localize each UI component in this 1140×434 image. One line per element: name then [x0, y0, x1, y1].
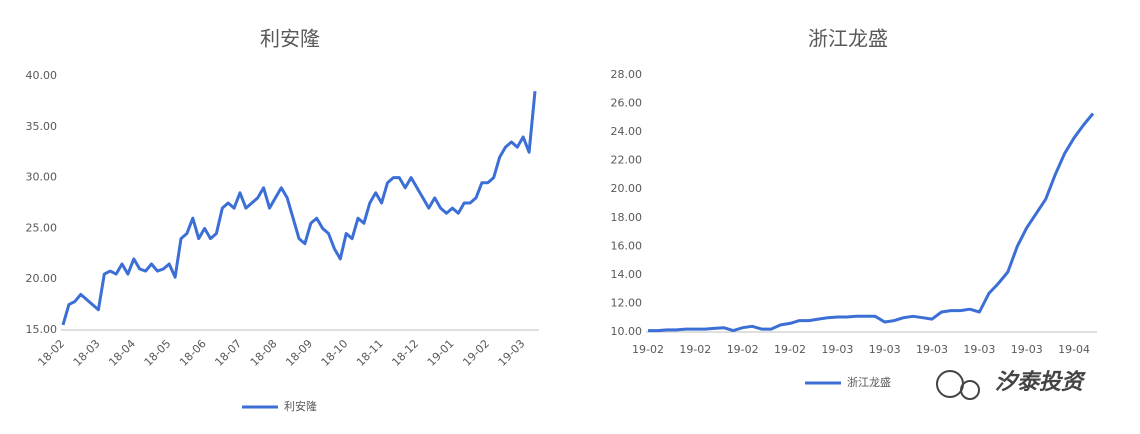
chart-title: 利安隆: [260, 27, 320, 51]
x-tick-label: 19-02: [774, 343, 806, 356]
x-tick-label: 19-02: [632, 343, 664, 356]
x-tick-label: 18-12: [389, 337, 421, 369]
y-tick-label: 24.00: [611, 125, 643, 138]
x-tick-label: 18-08: [248, 337, 280, 369]
y-tick-label: 28.00: [611, 68, 643, 81]
x-tick-label: 18-05: [142, 337, 174, 369]
chart-title: 浙江龙盛: [808, 27, 888, 51]
x-tick-label: 18-07: [212, 337, 244, 369]
x-tick-label: 19-04: [1058, 343, 1090, 356]
x-tick-label: 19-02: [679, 343, 711, 356]
y-tick-label: 30.00: [26, 171, 58, 184]
y-tick-label: 10.00: [611, 325, 643, 338]
y-tick-label: 15.00: [26, 323, 58, 336]
data-line: [61, 91, 537, 326]
y-tick-label: 26.00: [611, 97, 643, 110]
x-tick-label: 18-10: [319, 337, 351, 369]
x-tick-label: 18-02: [35, 337, 67, 369]
y-tick-label: 20.00: [26, 272, 58, 285]
x-tick-label: 18-11: [354, 337, 386, 369]
y-tick-label: 22.00: [611, 154, 643, 167]
x-tick-label: 19-03: [821, 343, 853, 356]
y-tick-label: 35.00: [26, 120, 58, 133]
x-tick-label: 19-02: [727, 343, 759, 356]
y-tick-label: 25.00: [26, 221, 58, 234]
legend-label: 利安隆: [284, 399, 317, 413]
legend-label: 浙江龙盛: [847, 375, 891, 389]
x-tick-label: 18-06: [177, 337, 209, 369]
watermark-icon: [936, 370, 980, 400]
y-tick-label: 18.00: [611, 211, 643, 224]
y-tick-label: 20.00: [611, 182, 643, 195]
x-tick-label: 18-03: [71, 337, 103, 369]
x-tick-label: 19-03: [916, 343, 948, 356]
x-tick-label: 19-01: [425, 337, 457, 369]
x-tick-label: 19-03: [1011, 343, 1043, 356]
y-tick-label: 14.00: [611, 268, 643, 281]
x-tick-label: 19-03: [869, 343, 901, 356]
x-tick-label: 19-03: [496, 337, 528, 369]
x-tick-label: 19-03: [963, 343, 995, 356]
data-line: [648, 112, 1095, 333]
y-tick-label: 16.00: [611, 239, 643, 252]
x-tick-label: 18-09: [283, 337, 315, 369]
y-tick-label: 40.00: [26, 69, 58, 82]
watermark: 汐泰投资: [995, 370, 1087, 395]
y-tick-label: 12.00: [611, 296, 643, 309]
x-tick-label: 18-04: [106, 337, 138, 369]
x-tick-label: 19-02: [460, 337, 492, 369]
